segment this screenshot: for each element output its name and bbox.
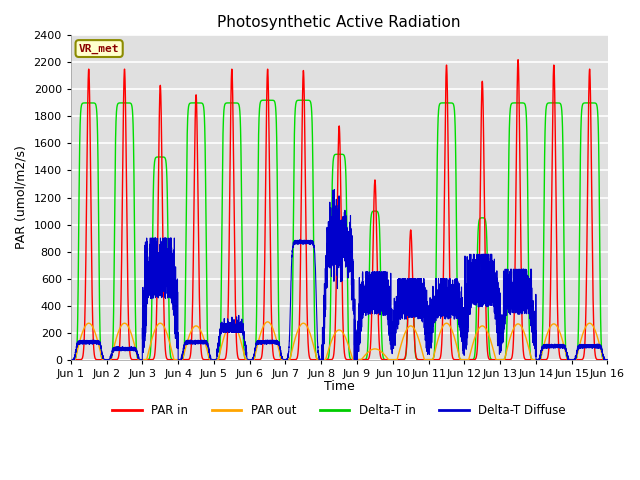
Legend: PAR in, PAR out, Delta-T in, Delta-T Diffuse: PAR in, PAR out, Delta-T in, Delta-T Dif… [108,399,571,422]
Y-axis label: PAR (umol/m2/s): PAR (umol/m2/s) [15,145,28,250]
Text: VR_met: VR_met [79,44,120,54]
Title: Photosynthetic Active Radiation: Photosynthetic Active Radiation [218,15,461,30]
X-axis label: Time: Time [324,380,355,393]
